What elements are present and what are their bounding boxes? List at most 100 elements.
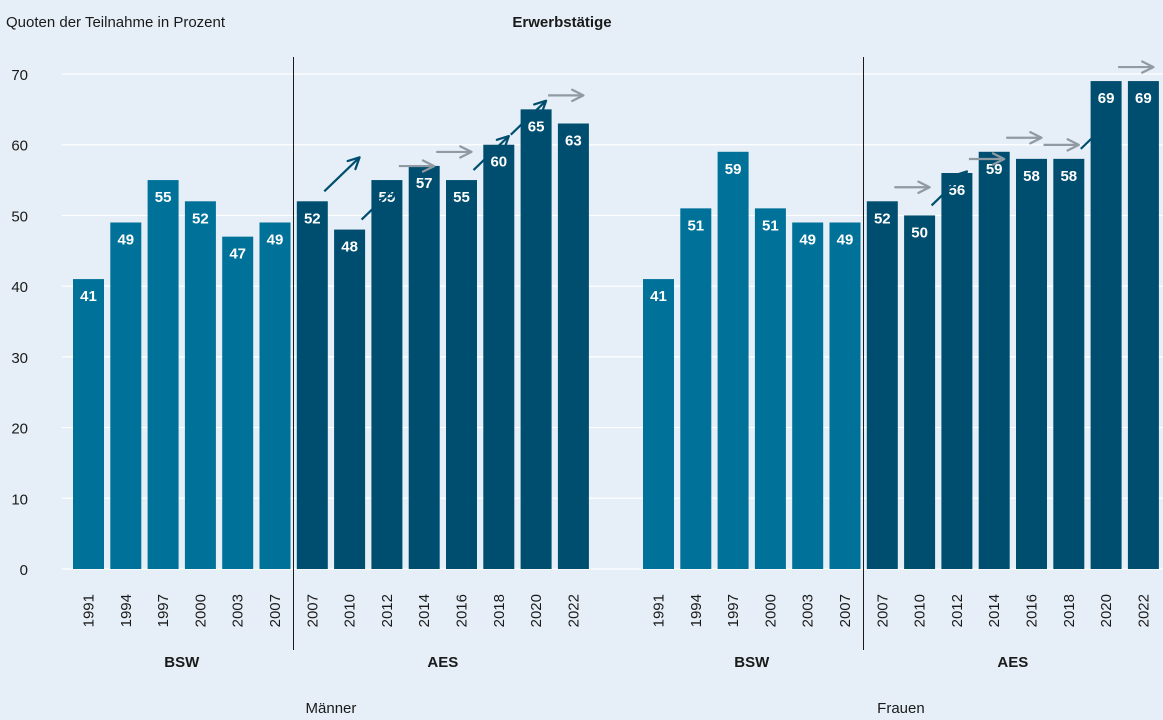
y-tick-label: 40 <box>11 279 28 296</box>
bar <box>941 173 973 569</box>
bar <box>1127 81 1159 570</box>
bar <box>829 222 861 569</box>
bar <box>866 201 898 570</box>
y-tick-label: 0 <box>20 562 28 579</box>
group-label: BSW <box>164 654 200 671</box>
x-tick-label: 2022 <box>565 594 582 627</box>
x-tick-label: 2003 <box>230 594 247 627</box>
bar <box>904 215 936 569</box>
y-tick-label: 20 <box>11 421 28 438</box>
data-label: 69 <box>1098 90 1115 107</box>
bar <box>557 123 589 569</box>
y-tick-label: 10 <box>11 491 28 508</box>
trend-arrow-up <box>1080 113 1118 150</box>
bar <box>792 222 824 569</box>
data-label: 48 <box>341 239 358 256</box>
bar <box>371 180 403 570</box>
data-label: 52 <box>192 210 209 227</box>
bar <box>222 236 254 569</box>
x-tick-label: 2003 <box>800 594 817 627</box>
y-tick-label: 70 <box>11 67 28 84</box>
y-tick-label: 60 <box>11 138 28 155</box>
data-label: 49 <box>837 232 854 249</box>
y-axis-label: Quoten der Teilnahme in Prozent <box>6 14 226 31</box>
data-label: 49 <box>799 232 816 249</box>
bar <box>483 144 515 569</box>
x-tick-label: 2007 <box>304 594 321 627</box>
bar <box>1090 81 1122 570</box>
y-tick-label: 50 <box>11 208 28 225</box>
data-label: 51 <box>762 217 779 234</box>
x-tick-label: 2012 <box>949 594 966 627</box>
bar <box>754 208 786 569</box>
x-tick-label: 2014 <box>416 594 433 627</box>
x-tick-label: 2010 <box>912 594 929 627</box>
bar <box>184 201 216 570</box>
bar <box>408 165 440 569</box>
bar <box>446 180 477 570</box>
data-label: 55 <box>155 189 172 206</box>
panel-label: Frauen <box>877 700 925 717</box>
chart-title: Erwerbstätige <box>512 14 611 31</box>
data-label: 51 <box>687 217 704 234</box>
data-label: 41 <box>80 288 97 305</box>
data-label: 65 <box>528 118 545 135</box>
data-label: 41 <box>650 288 667 305</box>
data-label: 55 <box>453 189 470 206</box>
x-tick-label: 2007 <box>267 594 284 627</box>
x-tick-label: 2016 <box>454 594 471 627</box>
x-tick-label: 1997 <box>725 594 742 627</box>
x-tick-label: 2022 <box>1135 594 1152 627</box>
trend-arrow-up <box>472 134 510 171</box>
x-tick-label: 1991 <box>81 594 98 627</box>
x-tick-label: 1994 <box>118 594 135 627</box>
data-label: 50 <box>911 224 928 241</box>
data-label: 55 <box>379 189 396 206</box>
group-label: BSW <box>734 654 770 671</box>
x-tick-label: 2007 <box>837 594 854 627</box>
x-tick-label: 2020 <box>1098 594 1115 627</box>
data-label: 49 <box>117 232 134 249</box>
data-label: 60 <box>490 154 507 171</box>
data-label: 49 <box>267 232 284 249</box>
data-label: 59 <box>725 161 742 178</box>
bar <box>334 229 366 570</box>
bar <box>1053 158 1085 569</box>
group-label: AES <box>997 654 1028 671</box>
x-tick-label: 2000 <box>192 594 209 627</box>
x-tick-label: 2000 <box>762 594 779 627</box>
x-tick-label: 2020 <box>528 594 545 627</box>
bar <box>520 109 552 569</box>
bar <box>259 222 291 569</box>
x-tick-label: 2014 <box>986 594 1003 627</box>
x-tick-label: 2007 <box>874 594 891 627</box>
x-tick-label: 2016 <box>1024 594 1041 627</box>
bar <box>680 208 712 569</box>
data-label: 58 <box>1060 168 1077 185</box>
x-tick-label: 1997 <box>155 594 172 627</box>
data-label: 47 <box>229 246 246 263</box>
data-label: 59 <box>986 161 1003 178</box>
x-tick-label: 1991 <box>651 594 668 627</box>
bar <box>147 180 179 570</box>
panel-label: Männer <box>306 700 357 717</box>
bar <box>296 201 328 570</box>
x-tick-label: 2018 <box>491 594 508 627</box>
trend-arrow-up <box>930 170 969 207</box>
data-label: 58 <box>1023 168 1040 185</box>
data-label: 52 <box>304 210 321 227</box>
x-tick-label: 2010 <box>342 594 359 627</box>
group-label: AES <box>427 654 458 671</box>
data-label: 57 <box>416 175 433 192</box>
y-tick-label: 30 <box>11 350 28 367</box>
bar <box>643 279 674 569</box>
trend-arrow-up <box>323 156 361 193</box>
trend-arrow-up <box>360 184 399 221</box>
data-label: 52 <box>874 210 891 227</box>
trend-arrow-up <box>510 99 548 136</box>
data-label: 56 <box>949 182 966 199</box>
bar <box>110 222 142 569</box>
bar <box>1016 158 1047 569</box>
